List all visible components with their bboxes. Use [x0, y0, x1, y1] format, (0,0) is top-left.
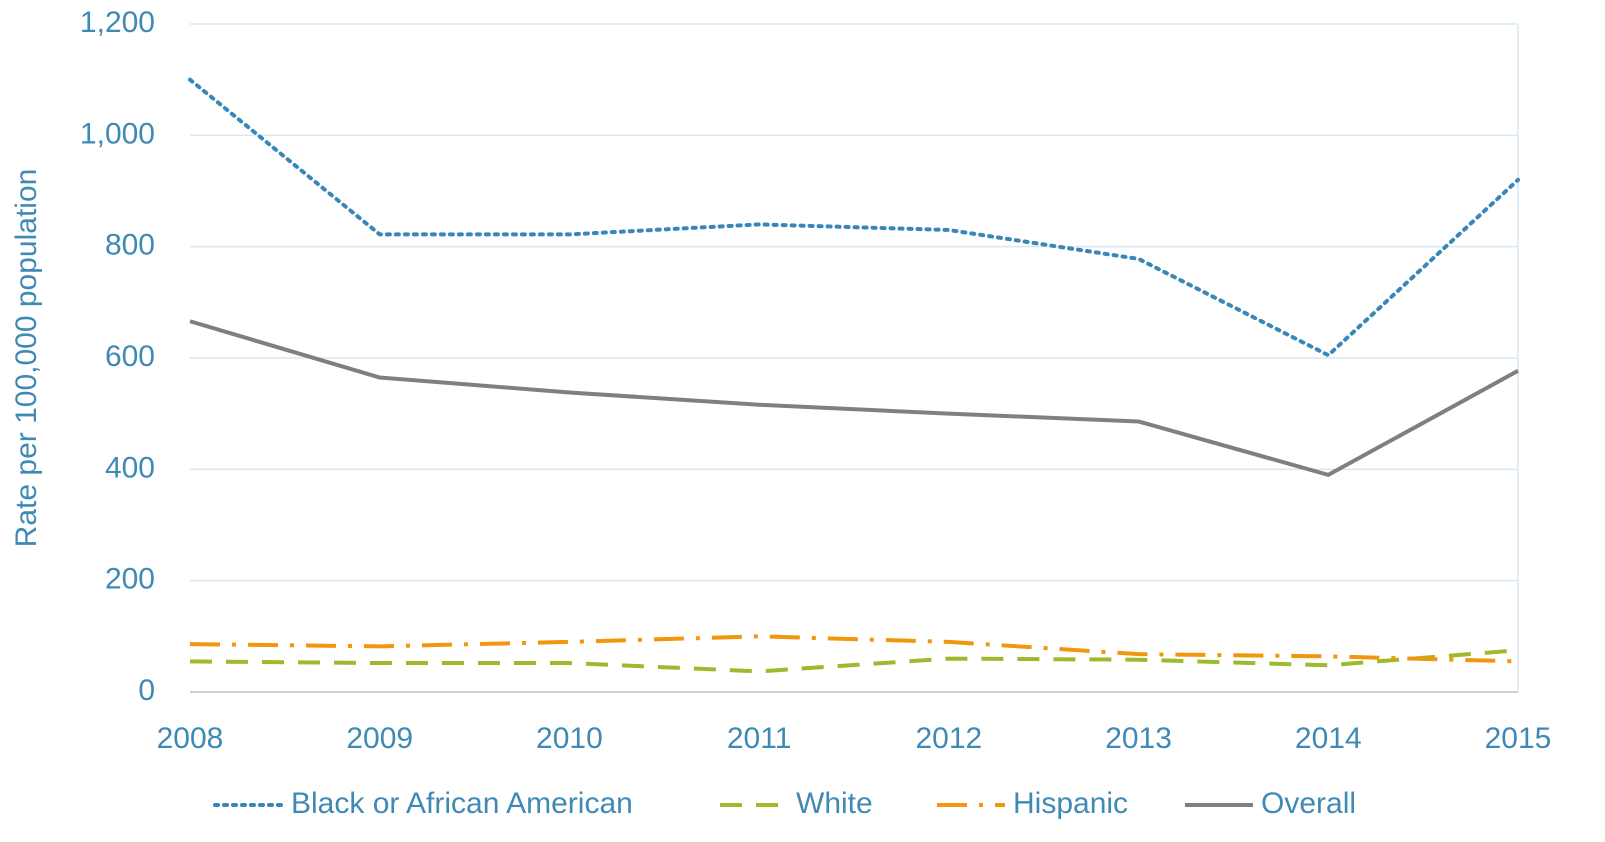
- legend-label: White: [796, 787, 873, 820]
- x-tick-label: 2015: [1485, 722, 1552, 755]
- y-axis-label: Rate per 100,000 population: [10, 169, 43, 548]
- y-tick-label: 800: [105, 229, 155, 262]
- series-line: [189, 648, 1519, 674]
- x-tick-label: 2013: [1105, 722, 1172, 755]
- y-tick-label: 200: [105, 563, 155, 596]
- x-tick-label: 2009: [346, 722, 413, 755]
- y-tick-label: 0: [138, 674, 155, 707]
- x-tick-label: 2014: [1295, 722, 1362, 755]
- series-line: [189, 319, 1519, 478]
- y-tick-label: 600: [105, 340, 155, 373]
- y-tick-label: 1,000: [80, 117, 155, 150]
- legend-label: Hispanic: [1013, 787, 1128, 820]
- legend-label: Overall: [1261, 787, 1356, 820]
- legend-label: Black or African American: [291, 787, 633, 820]
- series-line: [188, 77, 1520, 358]
- x-tick-label: 2010: [536, 722, 603, 755]
- x-tick-label: 2012: [915, 722, 982, 755]
- x-tick-label: 2011: [727, 722, 792, 755]
- y-tick-label: 400: [105, 451, 155, 484]
- series-line: [189, 634, 1519, 664]
- x-tick-label: 2008: [157, 722, 224, 755]
- y-tick-label: 1,200: [80, 6, 155, 39]
